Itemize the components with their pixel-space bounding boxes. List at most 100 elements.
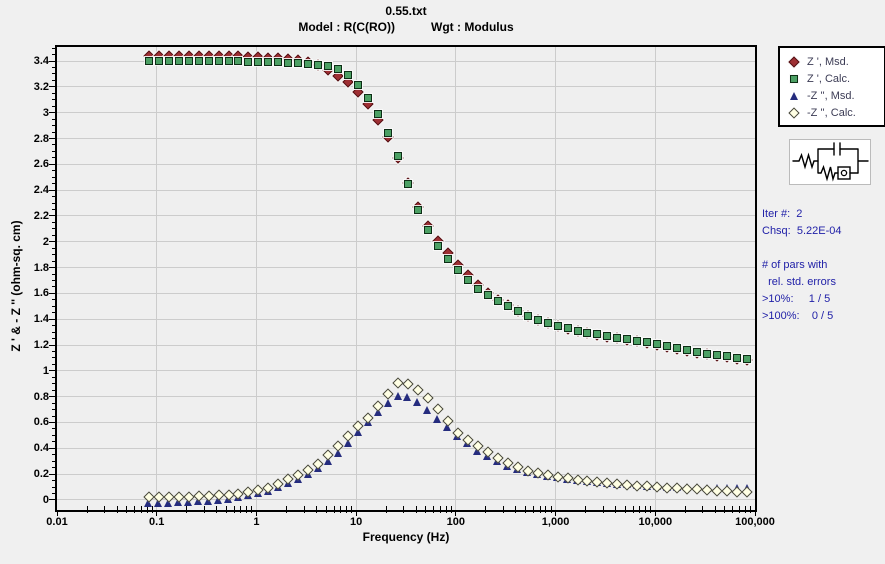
- x-minor-tick: [545, 510, 547, 513]
- y-minor-tick: [52, 254, 55, 256]
- x-minor-tick-inner: [340, 506, 342, 510]
- data-marker: [533, 315, 542, 324]
- data-marker: [224, 57, 233, 66]
- legend-item: Z ', Calc.: [790, 70, 884, 87]
- y-minor-tick: [52, 383, 55, 385]
- x-minor-tick: [550, 510, 552, 513]
- y-minor-tick: [52, 144, 55, 146]
- x-minor-tick-inner: [233, 506, 235, 510]
- y-minor-tick: [52, 260, 55, 262]
- y-major-tick: [49, 112, 55, 114]
- data-marker: [214, 57, 223, 66]
- y-tick-label: 3: [42, 106, 49, 119]
- data-marker: [384, 129, 393, 137]
- data-marker: [403, 179, 412, 188]
- y-minor-tick: [52, 409, 55, 411]
- x-minor-tick-inner: [550, 506, 552, 510]
- data-marker: [314, 60, 323, 69]
- x-minor-tick-inner: [285, 506, 287, 510]
- x-minor-tick: [86, 510, 88, 513]
- x-minor-tick: [233, 510, 235, 513]
- data-marker: [254, 57, 263, 66]
- data-marker: [154, 57, 163, 66]
- data-marker: [463, 275, 472, 284]
- data-marker: [593, 330, 602, 339]
- x-minor-tick: [134, 510, 136, 513]
- data-marker: [633, 336, 642, 345]
- x-minor-tick-inner: [732, 506, 734, 510]
- y-minor-tick: [52, 325, 55, 327]
- legend-marker-triangle-icon: [790, 91, 798, 100]
- data-marker: [583, 328, 592, 337]
- y-major-tick: [49, 215, 55, 217]
- x-minor-tick-inner: [485, 506, 487, 510]
- data-marker: [493, 297, 502, 305]
- data-marker: [513, 307, 522, 316]
- y-minor-tick: [52, 331, 55, 333]
- x-minor-tick-inner: [684, 506, 686, 510]
- gridline-horizontal: [57, 112, 755, 114]
- x-tick-label: 10: [350, 516, 363, 528]
- x-minor-tick: [714, 510, 716, 513]
- x-minor-tick: [532, 510, 534, 513]
- x-minor-tick: [186, 510, 188, 513]
- y-minor-tick: [52, 105, 55, 107]
- x-minor-tick: [345, 510, 347, 513]
- data-marker: [663, 342, 672, 351]
- y-minor-tick: [52, 434, 55, 436]
- y-minor-tick: [52, 202, 55, 204]
- x-minor-tick-inner: [615, 506, 617, 510]
- y-minor-tick: [52, 389, 55, 391]
- x-major-tick: [654, 510, 656, 516]
- x-minor-tick: [246, 510, 248, 513]
- data-marker: [483, 291, 492, 300]
- legend: Z ', Msd. Z ', Calc. -Z '', Msd. -Z '', Cal…: [778, 46, 885, 127]
- data-marker: [683, 346, 692, 355]
- data-marker: [374, 109, 383, 118]
- x-minor-tick-inner: [749, 506, 751, 510]
- fit-info-line: Iter #: 2: [762, 208, 803, 220]
- x-minor-tick: [285, 510, 287, 513]
- gridline-horizontal: [57, 60, 755, 62]
- gridline-vertical: [654, 47, 656, 510]
- data-marker: [623, 335, 632, 344]
- y-minor-tick: [52, 299, 55, 301]
- y-minor-tick: [52, 47, 55, 49]
- x-minor-tick-inner: [739, 506, 741, 510]
- y-major-tick: [49, 447, 55, 449]
- y-minor-tick: [52, 125, 55, 127]
- y-minor-tick: [52, 441, 55, 443]
- model-label: Model : R(C(RO)): [298, 20, 395, 34]
- gridline-horizontal: [57, 189, 755, 191]
- equivalent-circuit-icon: [792, 142, 869, 182]
- y-minor-tick: [52, 273, 55, 275]
- y-minor-tick: [52, 157, 55, 159]
- y-minor-tick: [52, 312, 55, 314]
- y-minor-tick: [52, 286, 55, 288]
- data-marker: [174, 56, 183, 65]
- data-marker: [383, 398, 392, 407]
- y-tick-label: 2.2: [33, 209, 49, 222]
- data-marker: [423, 226, 432, 235]
- x-minor-tick-inner: [225, 506, 227, 510]
- x-minor-tick: [403, 510, 405, 513]
- x-minor-tick: [615, 510, 617, 513]
- y-tick-label: 2.6: [33, 158, 49, 171]
- x-minor-tick: [645, 510, 647, 513]
- y-minor-tick: [52, 467, 55, 469]
- y-minor-tick: [52, 480, 55, 482]
- gridline-horizontal: [57, 499, 755, 501]
- data-marker: [323, 457, 332, 466]
- x-minor-tick: [251, 510, 253, 513]
- x-minor-tick: [325, 510, 327, 513]
- x-minor-tick: [515, 510, 517, 513]
- data-marker: [393, 391, 402, 400]
- x-major-tick: [56, 510, 58, 516]
- y-major-tick: [49, 163, 55, 165]
- x-minor-tick: [739, 510, 741, 513]
- y-minor-tick: [52, 247, 55, 249]
- x-minor-tick: [445, 510, 447, 513]
- data-marker: [304, 59, 313, 68]
- x-minor-tick: [104, 510, 106, 513]
- legend-item: -Z '', Msd.: [790, 87, 884, 104]
